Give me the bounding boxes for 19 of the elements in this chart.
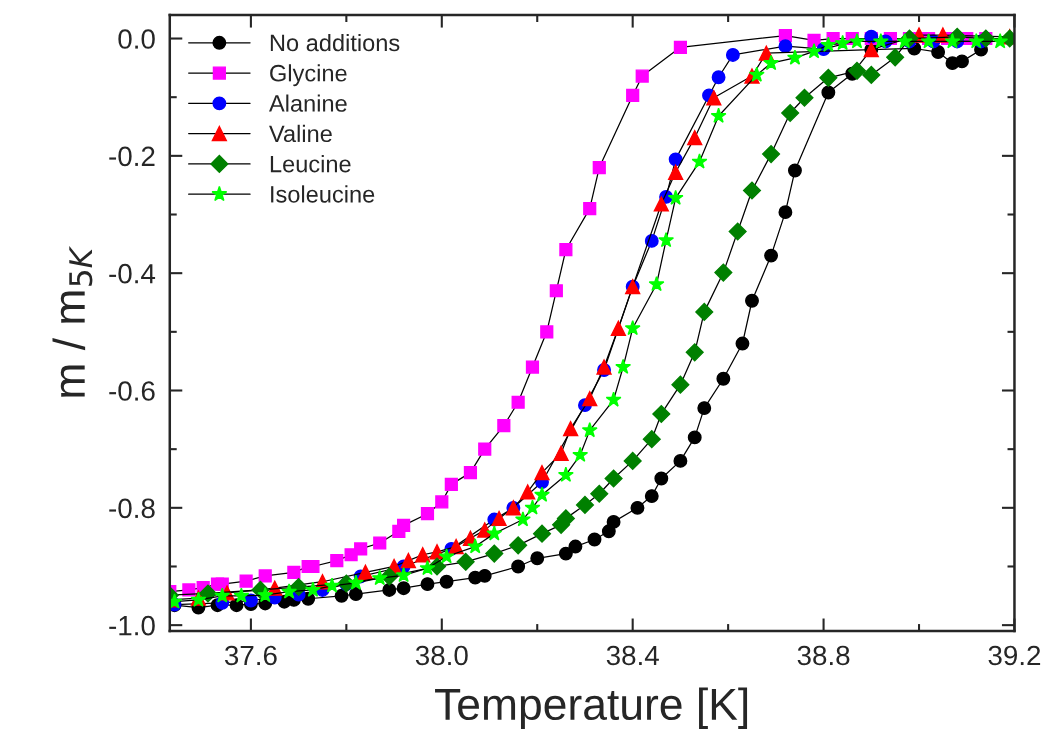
legend-label: Isoleucine [271, 185, 375, 203]
x-tick-label: 38.4 [606, 645, 659, 666]
legend-label: Alanine [268, 94, 347, 112]
y-tick-label: -1.0 [109, 615, 155, 636]
y-axis-title: m / m$_{5K}$ [52, 245, 93, 397]
legend-label: Valine [269, 124, 332, 143]
y-tick-label: -0.6 [109, 381, 155, 401]
y-tick-label: -0.8 [109, 498, 155, 519]
x-tick-label: 38.8 [797, 645, 850, 666]
y-tick-label: -0.4 [109, 263, 156, 284]
legend-label: No additions [270, 33, 400, 52]
legend-label: Glycine [270, 64, 347, 87]
x-axis-title: Temperature [K] [435, 687, 748, 729]
x-tick-label: 39.2 [988, 645, 1041, 666]
y-tick-label: 0.0 [118, 29, 155, 49]
legend-label: Leucine [270, 155, 351, 173]
y-tick-label: -0.2 [109, 146, 155, 167]
x-tick-label: 37.6 [224, 645, 277, 666]
x-tick-label: 38.0 [415, 645, 468, 666]
